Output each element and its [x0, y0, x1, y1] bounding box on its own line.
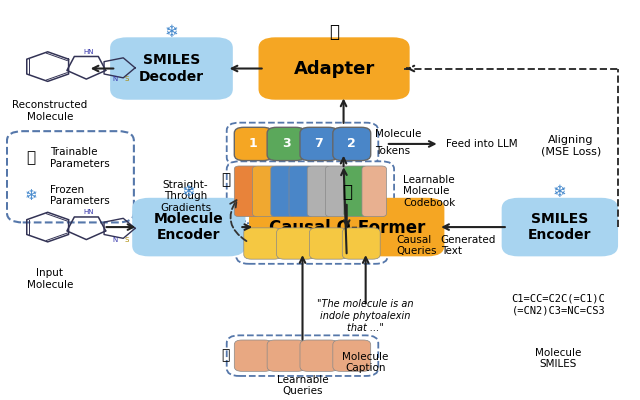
FancyBboxPatch shape [300, 340, 338, 371]
FancyBboxPatch shape [260, 38, 408, 99]
Text: S: S [124, 76, 129, 82]
Text: 7: 7 [314, 138, 323, 150]
FancyBboxPatch shape [236, 223, 388, 264]
Text: 🔥: 🔥 [26, 150, 35, 166]
Text: ❄: ❄ [164, 23, 179, 41]
Text: Molecule
SMILES: Molecule SMILES [535, 348, 582, 369]
FancyBboxPatch shape [7, 131, 134, 222]
Text: Molecule
Encoder: Molecule Encoder [154, 212, 224, 242]
FancyBboxPatch shape [244, 228, 282, 259]
FancyBboxPatch shape [133, 199, 244, 255]
Text: 3: 3 [282, 138, 291, 150]
Text: ❄: ❄ [553, 183, 567, 201]
Text: Molecule
Caption: Molecule Caption [342, 352, 389, 373]
FancyBboxPatch shape [227, 123, 378, 165]
Text: Trainable
Parameters: Trainable Parameters [50, 147, 109, 169]
Text: Causal Q-Former: Causal Q-Former [269, 218, 425, 236]
Text: N: N [112, 76, 117, 82]
FancyBboxPatch shape [227, 161, 394, 221]
FancyBboxPatch shape [234, 166, 259, 217]
Text: HN: HN [83, 209, 93, 215]
Text: Causal: Causal [397, 235, 432, 245]
FancyBboxPatch shape [307, 166, 332, 217]
Text: Learnable
Queries: Learnable Queries [276, 375, 328, 396]
Text: Molecule: Molecule [375, 129, 422, 139]
FancyBboxPatch shape [326, 166, 350, 217]
Text: SMILES
Encoder: SMILES Encoder [528, 212, 591, 242]
Text: C1=CC=C2C(=C1)C
(=CN2)C3=NC=CS3: C1=CC=C2C(=C1)C (=CN2)C3=NC=CS3 [511, 294, 605, 315]
FancyBboxPatch shape [267, 340, 305, 371]
Text: Input
Molecule: Input Molecule [27, 268, 73, 290]
Text: Generated: Generated [441, 235, 496, 245]
FancyBboxPatch shape [310, 228, 348, 259]
Text: 🔥: 🔥 [221, 172, 230, 187]
FancyBboxPatch shape [333, 127, 371, 160]
FancyArrowPatch shape [230, 200, 246, 241]
FancyBboxPatch shape [289, 166, 314, 217]
Text: S: S [124, 237, 129, 243]
Text: N: N [112, 237, 117, 243]
Text: 🔥: 🔥 [221, 349, 230, 363]
Text: ❄: ❄ [182, 183, 196, 201]
Text: Adapter: Adapter [294, 60, 374, 78]
Text: Feed into LLM: Feed into LLM [446, 139, 518, 149]
Text: ❄: ❄ [24, 188, 37, 203]
Text: Learnable
Molecule
Codebook: Learnable Molecule Codebook [403, 175, 455, 208]
FancyBboxPatch shape [250, 199, 444, 255]
Text: Text: Text [441, 246, 462, 256]
Text: 1: 1 [249, 138, 258, 150]
FancyBboxPatch shape [267, 127, 305, 160]
Text: "The molecule is an
indole phytoalexin
that ...": "The molecule is an indole phytoalexin t… [317, 300, 414, 333]
Text: Straight-
Through
Gradients: Straight- Through Gradients [160, 180, 211, 213]
FancyBboxPatch shape [234, 127, 272, 160]
Text: 🔥: 🔥 [329, 23, 339, 41]
FancyBboxPatch shape [234, 340, 272, 371]
Text: 2: 2 [348, 138, 356, 150]
FancyBboxPatch shape [362, 166, 387, 217]
FancyBboxPatch shape [227, 335, 378, 376]
FancyBboxPatch shape [271, 166, 295, 217]
FancyBboxPatch shape [111, 38, 232, 99]
FancyBboxPatch shape [253, 166, 277, 217]
FancyBboxPatch shape [333, 340, 371, 371]
Text: Frozen
Parameters: Frozen Parameters [50, 185, 109, 206]
FancyBboxPatch shape [342, 228, 380, 259]
Text: 🔥: 🔥 [342, 183, 352, 201]
Text: Reconstructed
Molecule: Reconstructed Molecule [12, 100, 88, 122]
Text: Aligning
(MSE Loss): Aligning (MSE Loss) [541, 135, 601, 157]
FancyBboxPatch shape [344, 166, 368, 217]
Text: Queries: Queries [397, 246, 437, 256]
FancyBboxPatch shape [502, 199, 617, 255]
Text: SMILES
Decoder: SMILES Decoder [139, 54, 204, 84]
FancyBboxPatch shape [276, 228, 314, 259]
FancyBboxPatch shape [300, 127, 338, 160]
Text: Tokens: Tokens [375, 146, 410, 156]
Text: HN: HN [83, 48, 93, 54]
